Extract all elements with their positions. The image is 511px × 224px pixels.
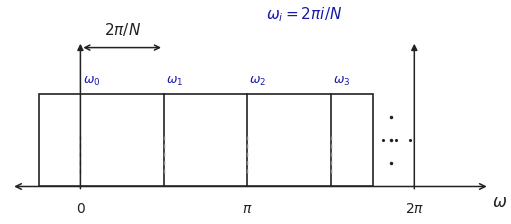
Bar — [39, 95, 373, 187]
Text: $\omega$: $\omega$ — [492, 193, 507, 211]
Text: $0$: $0$ — [76, 202, 85, 215]
Text: $2\pi/N$: $2\pi/N$ — [104, 21, 141, 38]
Text: $\omega_i = 2\pi i/N$: $\omega_i = 2\pi i/N$ — [266, 5, 342, 24]
Text: $\omega_1$: $\omega_1$ — [166, 75, 183, 88]
Text: $\omega_3$: $\omega_3$ — [333, 75, 351, 88]
Text: $\omega_0$: $\omega_0$ — [83, 75, 100, 88]
Text: $\omega_2$: $\omega_2$ — [249, 75, 267, 88]
Text: $2\pi$: $2\pi$ — [405, 202, 424, 215]
Text: $\pi$: $\pi$ — [242, 202, 252, 215]
